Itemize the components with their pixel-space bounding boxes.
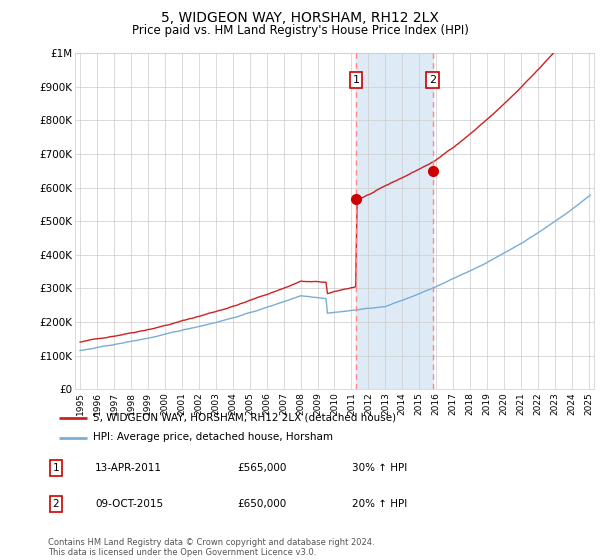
Text: 2: 2: [53, 499, 59, 509]
Text: 09-OCT-2015: 09-OCT-2015: [95, 499, 163, 509]
Text: 1: 1: [53, 463, 59, 473]
Text: 5, WIDGEON WAY, HORSHAM, RH12 2LX: 5, WIDGEON WAY, HORSHAM, RH12 2LX: [161, 11, 439, 25]
Text: 2: 2: [429, 75, 436, 85]
Text: Contains HM Land Registry data © Crown copyright and database right 2024.
This d: Contains HM Land Registry data © Crown c…: [48, 538, 374, 557]
Text: 30% ↑ HPI: 30% ↑ HPI: [353, 463, 408, 473]
Text: 20% ↑ HPI: 20% ↑ HPI: [353, 499, 408, 509]
Text: £565,000: £565,000: [237, 463, 286, 473]
Text: 13-APR-2011: 13-APR-2011: [95, 463, 162, 473]
Bar: [356, 53, 433, 389]
Text: HPI: Average price, detached house, Horsham: HPI: Average price, detached house, Hors…: [92, 432, 332, 442]
Text: £650,000: £650,000: [237, 499, 286, 509]
Text: 5, WIDGEON WAY, HORSHAM, RH12 2LX (detached house): 5, WIDGEON WAY, HORSHAM, RH12 2LX (detac…: [92, 413, 396, 423]
Text: 1: 1: [353, 75, 360, 85]
Text: Price paid vs. HM Land Registry's House Price Index (HPI): Price paid vs. HM Land Registry's House …: [131, 24, 469, 36]
